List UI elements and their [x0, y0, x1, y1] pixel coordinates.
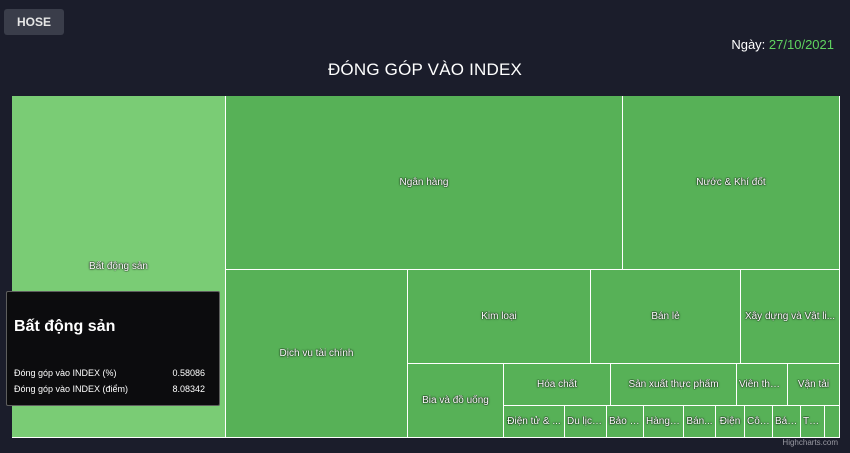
tooltip-row-value: 0.58086: [172, 368, 205, 378]
treemap-tile[interactable]: Vận tải: [788, 364, 840, 406]
treemap-tile-label: Sản xuất thực phẩm: [628, 379, 719, 390]
treemap-tile[interactable]: Du lịch...: [565, 406, 607, 438]
treemap-tile-label: Hóa chất: [536, 379, 578, 390]
treemap-tile[interactable]: Bán...: [684, 406, 716, 438]
treemap-tile[interactable]: Bán lẻ: [591, 270, 741, 364]
treemap-tile[interactable]: Viễn thôn...: [737, 364, 788, 406]
treemap-tile[interactable]: Hàng ...: [644, 406, 684, 438]
date-label: Ngày:: [731, 37, 766, 52]
treemap-tile-label: Bảo h...: [609, 416, 643, 427]
treemap-tile[interactable]: Nước & Khí đốt: [623, 96, 840, 270]
treemap-tile-label: Bia và đồ uống: [422, 395, 489, 406]
treemap-tile[interactable]: Hóa chất: [504, 364, 611, 406]
tooltip-row-label: Đóng góp vào INDEX (điểm): [14, 384, 129, 394]
tooltip-row-points: Đóng góp vào INDEX (điểm) 8.08342: [14, 384, 205, 394]
treemap-tile-label: Điện tử & ...: [507, 416, 561, 427]
treemap-tile[interactable]: Kim loại: [408, 270, 591, 364]
treemap-tile[interactable]: Bia và đồ uống: [408, 364, 504, 438]
sector-tooltip: Bất động sản Đóng góp vào INDEX (%) 0.58…: [6, 291, 220, 406]
treemap-tile[interactable]: Điện tử & ...: [504, 406, 565, 438]
treemap-tile[interactable]: Dịch vụ tài chính: [226, 270, 408, 438]
treemap-tile[interactable]: [825, 406, 840, 438]
treemap-tile-label: Bán lẻ: [651, 311, 680, 322]
hose-tab-button[interactable]: HOSE: [4, 9, 64, 35]
treemap-tile-label: Bán...: [686, 416, 713, 427]
chart-title: ĐÓNG GÓP VÀO INDEX: [327, 60, 523, 79]
highcharts-credit[interactable]: Highcharts.com: [782, 438, 838, 447]
date-display: Ngày: 27/10/2021: [731, 37, 834, 52]
treemap-tile-label: Bất động sản: [89, 261, 148, 272]
date-value: 27/10/2021: [768, 37, 834, 52]
treemap-tile-label: Du lịch...: [567, 416, 606, 427]
treemap-tile-label: Bán...: [775, 416, 800, 427]
treemap-tile[interactable]: Bán...: [773, 406, 801, 438]
treemap-tile-label: Côn...: [747, 416, 772, 427]
treemap-tile[interactable]: Xây dựng và Vật li...: [741, 270, 840, 364]
treemap-tile-label: Nước & Khí đốt: [696, 177, 766, 188]
treemap-tile[interactable]: Côn...: [745, 406, 773, 438]
treemap-tile[interactable]: Điện: [716, 406, 745, 438]
tooltip-row-percent: Đóng góp vào INDEX (%) 0.58086: [14, 368, 205, 378]
treemap-tile-label: Viễn thôn...: [739, 379, 787, 390]
tooltip-title: Bất động sản: [14, 318, 116, 335]
treemap-tile-label: Điện: [719, 416, 741, 427]
treemap-tile-label: Hàng ...: [646, 416, 682, 427]
tooltip-row-value: 8.08342: [172, 384, 205, 394]
treemap-tile[interactable]: Bảo h...: [607, 406, 644, 438]
tooltip-row-label: Đóng góp vào INDEX (%): [14, 368, 117, 378]
treemap-tile[interactable]: Sản xuất thực phẩm: [611, 364, 737, 406]
treemap-tile[interactable]: Th...: [801, 406, 825, 438]
treemap-tile-label: Xây dựng và Vật li...: [744, 311, 836, 322]
treemap-tile-label: Vận tải: [797, 379, 830, 390]
treemap-tile-label: Kim loại: [481, 311, 517, 322]
treemap-tile-label: Ngân hàng: [399, 177, 449, 188]
treemap-tile-label: Dịch vụ tài chính: [279, 348, 354, 359]
treemap-tile-label: Th...: [803, 416, 824, 427]
treemap-tile[interactable]: Ngân hàng: [226, 96, 623, 270]
